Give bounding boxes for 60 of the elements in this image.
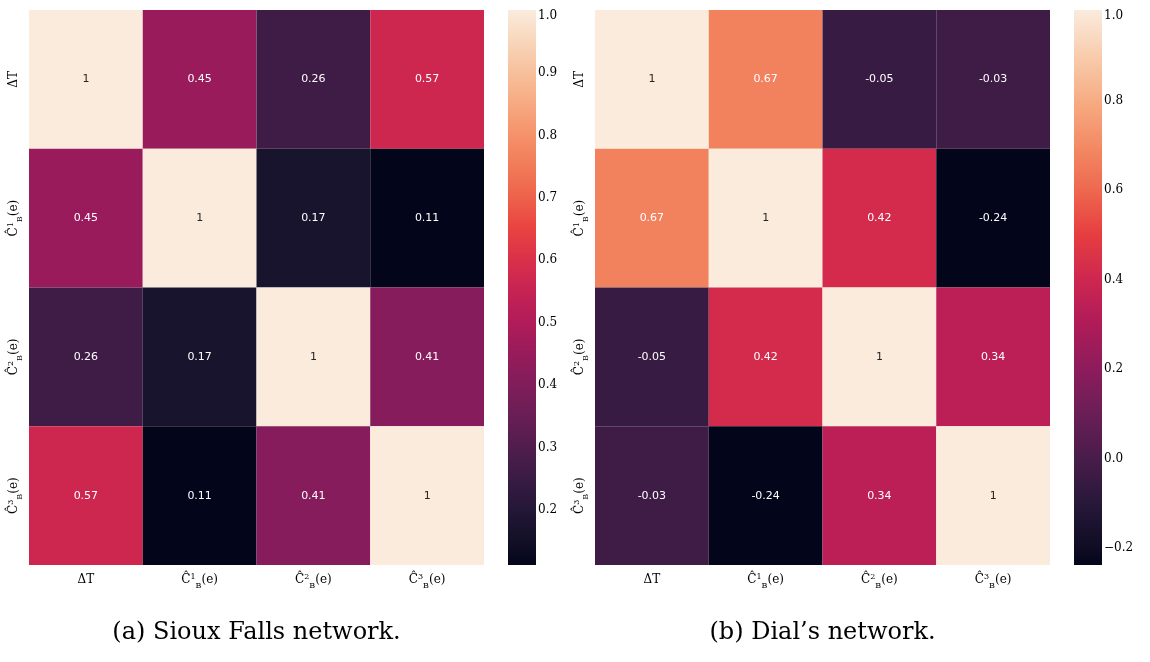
color-bar-label: 0.2 bbox=[538, 501, 558, 516]
data-label: 0.11 bbox=[414, 211, 440, 225]
color-bar-label: 0.4 bbox=[538, 377, 558, 392]
x-tick-label: Ĉ$^{1}$$_{B}$(e) bbox=[747, 569, 784, 589]
data-label: 0.11 bbox=[187, 488, 212, 502]
data-label: 0.45 bbox=[187, 72, 212, 86]
color-bar-label: −0.2 bbox=[1104, 540, 1134, 555]
color-bar-label: 0.4 bbox=[1104, 271, 1124, 286]
text: (b) Dial’s network. bbox=[709, 617, 936, 645]
data-label: 1 bbox=[989, 488, 997, 502]
color-bar-label: 0.8 bbox=[538, 127, 558, 142]
color-bar-label: 0.2 bbox=[1104, 361, 1124, 376]
data-label: -0.05 bbox=[865, 72, 894, 86]
data-label: -0.24 bbox=[978, 211, 1008, 225]
x-tick-label: ΔT bbox=[643, 571, 661, 586]
data-label: 1 bbox=[423, 488, 431, 502]
data-label: 0.42 bbox=[753, 349, 778, 363]
x-tick-label: Ĉ$^{1}$$_{B}$(e) bbox=[181, 569, 218, 589]
data-label: 1 bbox=[648, 72, 656, 86]
color-bar-label: 1.0 bbox=[538, 8, 558, 22]
color-bar-label: 0.7 bbox=[538, 190, 558, 205]
color-bar-label: 1.0 bbox=[1104, 8, 1124, 22]
y-tick-label: ΔT bbox=[571, 71, 586, 88]
data-label: 0.67 bbox=[639, 211, 665, 225]
data-label: 0.34 bbox=[867, 488, 892, 502]
data-label: -0.05 bbox=[637, 349, 667, 363]
text: (a) Sioux Falls network. bbox=[112, 617, 401, 645]
y-tick-label: ΔT bbox=[5, 71, 20, 88]
data-label: 1 bbox=[762, 211, 770, 225]
color-bar-label: 0.8 bbox=[1104, 92, 1124, 107]
x-tick-label: Ĉ$^{2}$$_{B}$(e) bbox=[861, 569, 898, 589]
x-tick-label: Ĉ$^{2}$$_{B}$(e) bbox=[295, 569, 332, 589]
data-label: 0.26 bbox=[301, 72, 326, 86]
data-label: 1 bbox=[82, 72, 90, 86]
data-label: 1 bbox=[309, 349, 317, 363]
data-label: 0.17 bbox=[187, 349, 212, 363]
x-tick-label: Ĉ$^{3}$$_{B}$(e) bbox=[974, 569, 1012, 589]
x-tick-label: ΔT bbox=[77, 571, 95, 586]
data-label: 0.34 bbox=[980, 349, 1006, 363]
data-label: 0.57 bbox=[414, 72, 440, 86]
color-bar-label: 0.6 bbox=[1104, 182, 1124, 197]
data-label: 0.45 bbox=[73, 211, 99, 225]
data-label: 0.17 bbox=[301, 211, 326, 225]
data-label: -0.03 bbox=[637, 488, 667, 502]
data-label: -0.03 bbox=[978, 72, 1008, 86]
data-label: 0.26 bbox=[73, 349, 99, 363]
data-label: -0.24 bbox=[751, 488, 780, 502]
color-bar-label: 0.3 bbox=[538, 439, 558, 454]
data-label: 0.67 bbox=[753, 72, 778, 86]
data-label: 1 bbox=[875, 349, 883, 363]
data-label: 0.42 bbox=[867, 211, 892, 225]
data-label: 0.57 bbox=[73, 488, 99, 502]
data-label: 0.41 bbox=[414, 349, 440, 363]
data-label: 0.41 bbox=[301, 488, 326, 502]
color-bar-label: 0.0 bbox=[1104, 450, 1124, 465]
color-bar-label: 0.5 bbox=[538, 314, 558, 329]
x-tick-label: Ĉ$^{3}$$_{B}$(e) bbox=[408, 569, 446, 589]
data-label: 1 bbox=[196, 211, 204, 225]
color-bar-label: 0.9 bbox=[538, 65, 558, 80]
color-bar-label: 0.6 bbox=[538, 252, 558, 267]
